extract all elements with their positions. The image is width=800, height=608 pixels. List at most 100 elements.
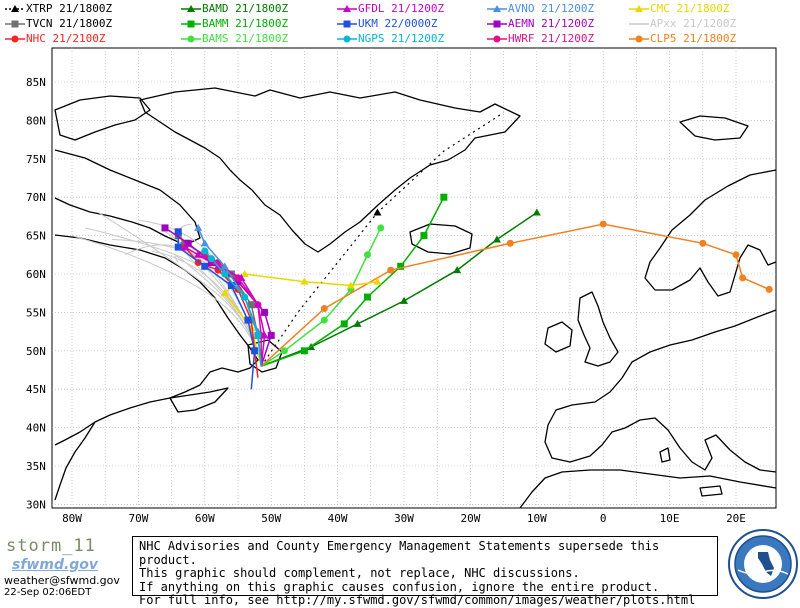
track-point (732, 251, 740, 259)
us-east-coast (54, 421, 96, 501)
brand-block: storm_11 sfwmd.gov weather@sfwmd.gov 22-… (4, 536, 132, 598)
site-logo-text[interactable]: sfwmd.gov (12, 557, 99, 573)
track-point (174, 228, 182, 236)
disclaimer-box: NHC Advisories and County Emergency Mana… (132, 536, 718, 607)
track-point (400, 296, 408, 304)
legend-swatch-marker (187, 20, 195, 28)
greenland-coast (139, 87, 521, 253)
legend-swatch-marker (11, 35, 19, 43)
track-point (207, 255, 215, 263)
track-point (300, 277, 309, 285)
legend-swatch (487, 5, 507, 12)
lat-tick-label: 65N (26, 230, 46, 243)
lon-tick-label: 50W (261, 512, 281, 525)
legend-swatch (487, 20, 507, 28)
disclaimer-line: If anything on this graphic causes confu… (139, 579, 660, 594)
track-point (387, 266, 395, 274)
legend-item-bams: BAMS 21/1800Z (180, 32, 350, 46)
lon-tick-label: 20E (726, 512, 746, 525)
legend-item-bamm: BAMM 21/1800Z (180, 17, 350, 31)
legend-swatch-marker (635, 5, 643, 12)
track-point (201, 262, 209, 270)
legend-text: CMC 21/1800Z (650, 2, 730, 15)
track-point (260, 331, 269, 339)
legend-swatch (629, 35, 649, 43)
scandinavia-coast (644, 169, 777, 297)
legend-text: UKM 22/0000Z (358, 17, 438, 30)
track-point (220, 262, 229, 270)
track-point (174, 243, 182, 251)
track-point (280, 347, 288, 355)
legend-item-gfdl: GFDL 21/1200Z (336, 2, 506, 16)
legend-swatch-marker (11, 5, 19, 12)
track-point (440, 193, 448, 201)
labrador-coast (54, 234, 259, 446)
track-point (253, 300, 262, 308)
track-point (267, 331, 275, 339)
legend-swatch-marker (11, 20, 19, 28)
lon-tick-label: 0 (600, 512, 607, 525)
track-point (227, 282, 235, 290)
great-britain-coast (577, 291, 619, 367)
legend-swatch-marker (493, 20, 501, 28)
legend-swatch-marker (187, 5, 195, 12)
lon-tick-label: 10W (527, 512, 547, 525)
track-point (244, 316, 252, 324)
track-line (260, 112, 504, 367)
track-point (699, 239, 707, 247)
legend-item-aemn: AEMN 21/1200Z (486, 17, 656, 31)
track-point (353, 319, 362, 327)
track-point (532, 208, 541, 216)
newfoundland-coast (247, 339, 283, 373)
legend-text: HWRF 21/1200Z (508, 32, 595, 45)
legend-text: AEMN 21/1200Z (508, 17, 595, 30)
legend-text: AVNO 21/1200Z (508, 2, 595, 15)
svalbard-coast (679, 115, 749, 141)
legend-text: CLP5 21/1800Z (650, 32, 737, 45)
model-tracks (71, 112, 773, 390)
track-point (397, 262, 405, 270)
track-point (373, 208, 382, 216)
legend-swatch (181, 5, 201, 12)
legend-swatch (487, 35, 507, 43)
legend-text: BAMM 21/1800Z (202, 17, 289, 30)
legend-text: TVCN 21/1800Z (26, 17, 113, 30)
mediterranean-islands (659, 447, 723, 497)
track-clp5 (260, 220, 773, 367)
track-point (247, 301, 255, 309)
track-point (599, 220, 607, 228)
lon-tick-label: 10E (660, 512, 680, 525)
lat-tick-label: 55N (26, 306, 46, 319)
legend-swatch (337, 5, 357, 12)
legend-swatch-marker (343, 35, 351, 43)
lat-tick-label: 35N (26, 460, 46, 473)
legend-text: BAMD 21/1800Z (202, 2, 289, 15)
track-point (234, 278, 242, 286)
legend-text: BAMS 21/1800Z (202, 32, 289, 45)
track-point (346, 281, 355, 289)
legend-item-xtrp: XTRP 21/1800Z (4, 2, 174, 16)
contact-email[interactable]: weather@sfwmd.gov (4, 574, 120, 587)
lon-tick-label: 30W (394, 512, 414, 525)
iceland-coast (409, 223, 473, 255)
track-point (194, 250, 203, 258)
legend-item-nhc: NHC 21/2100Z (4, 32, 174, 46)
track-point (300, 347, 308, 355)
legend-swatch-marker (187, 35, 195, 43)
legend-swatch-marker (493, 5, 501, 12)
lat-tick-label: 80N (26, 114, 46, 127)
track-xtrp (260, 112, 504, 367)
track-point (184, 239, 192, 247)
legend-item-tvcn: TVCN 21/1800Z (4, 17, 174, 31)
lon-tick-label: 80W (62, 512, 82, 525)
legend-item-hwrf: HWRF 21/1200Z (486, 32, 656, 46)
model-legend: XTRP 21/1800Z BAMD 21/1800Z GFDL 21/1200Z A… (0, 0, 800, 48)
track-point (161, 224, 169, 232)
lat-tick-label: 60N (26, 268, 46, 281)
track-point (221, 270, 229, 278)
lon-tick-label: 60W (195, 512, 215, 525)
disclaimer-link[interactable]: For full info, see http://my.sfwmd.gov/s… (139, 593, 696, 607)
legend-item-clp5: CLP5 21/1800Z (628, 32, 798, 46)
track-point (492, 235, 501, 243)
track-point (237, 273, 246, 281)
